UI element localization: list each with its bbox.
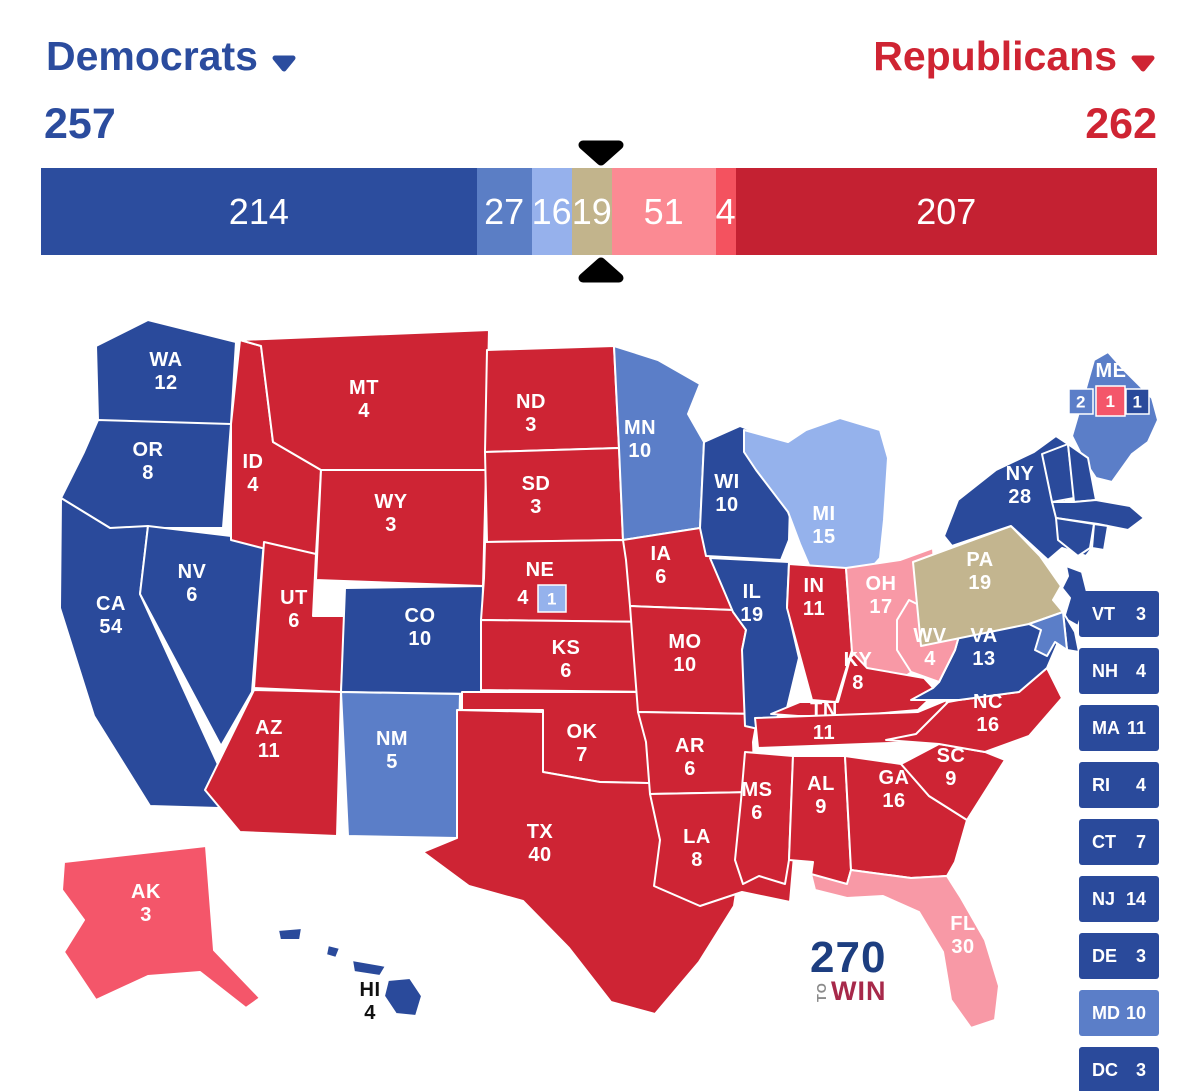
state-me[interactable] — [1071, 351, 1159, 483]
state-fl[interactable] — [810, 869, 1000, 1029]
state-az[interactable] — [204, 689, 342, 837]
side-box-votes: 4 — [1135, 660, 1146, 681]
democrats-label: Democrats — [46, 33, 258, 79]
side-box-votes: 7 — [1135, 831, 1146, 852]
side-box-votes: 10 — [1125, 1002, 1146, 1023]
state-ar[interactable] — [637, 711, 759, 795]
side-box-ct[interactable]: CT 7 — [1079, 819, 1159, 865]
side-box-votes: 3 — [1135, 1059, 1146, 1080]
side-box-vt[interactable]: VT 3 — [1079, 591, 1159, 637]
side-box-nj[interactable]: NJ 14 — [1079, 876, 1159, 922]
bar-segment-lean-rep: 51 — [611, 168, 716, 255]
side-box-votes: 3 — [1135, 945, 1146, 966]
state-wa[interactable] — [95, 319, 237, 437]
270towin-logo: 270 TO WIN — [810, 936, 920, 1005]
state-ct[interactable] — [1055, 517, 1095, 557]
side-box-abbr: NH — [1092, 660, 1118, 681]
logo-270-text: 270 — [810, 933, 887, 982]
state-md[interactable] — [1028, 611, 1068, 657]
state-hi-2[interactable] — [351, 959, 387, 977]
republicans-dropdown[interactable]: Republicans — [873, 30, 1157, 83]
bar-segment-lean-dem: 16 — [531, 168, 572, 255]
me-district-box-0[interactable] — [1068, 388, 1094, 415]
state-sd[interactable] — [484, 447, 624, 543]
side-box-nh[interactable]: NH 4 — [1079, 648, 1159, 694]
state-hi-0[interactable] — [277, 927, 303, 941]
state-mn[interactable] — [613, 345, 705, 541]
small-states-column: VT 3 NH 4 MA 11 RI 4 CT 7 NJ 14 DE 3 MD 10 DC 3 — [1079, 591, 1159, 1091]
me-district-box-2[interactable] — [1125, 388, 1150, 415]
bar-segment-likely-rep: 4 — [715, 168, 736, 255]
democrats-total: 257 — [44, 100, 116, 148]
state-wy[interactable] — [315, 469, 487, 587]
state-ks[interactable] — [480, 619, 658, 693]
side-box-votes: 11 — [1126, 717, 1146, 738]
state-ak[interactable] — [61, 845, 261, 1009]
side-box-abbr: VT — [1092, 603, 1116, 624]
side-box-votes: 14 — [1125, 888, 1146, 909]
side-box-votes: 3 — [1135, 603, 1146, 624]
side-box-abbr: DC — [1092, 1059, 1118, 1080]
bar-segment-tossup: 19 — [571, 168, 612, 255]
state-hi-1[interactable] — [325, 944, 341, 959]
state-in[interactable] — [786, 563, 853, 703]
state-hi-3[interactable] — [383, 977, 423, 1017]
side-box-dc[interactable]: DC 3 — [1079, 1047, 1159, 1091]
state-or[interactable] — [60, 419, 232, 529]
democrats-dropdown[interactable]: Democrats — [46, 30, 298, 83]
bar-segment-safe-rep: 207 — [735, 168, 1158, 255]
me-district-box-1[interactable] — [1095, 385, 1126, 417]
tick-270-top-icon — [578, 140, 624, 166]
chevron-down-icon — [1129, 36, 1157, 83]
state-ms[interactable] — [734, 751, 794, 885]
state-co[interactable] — [340, 585, 484, 695]
side-box-votes: 4 — [1135, 774, 1146, 795]
state-label-hi: HI — [360, 979, 381, 1001]
chevron-down-icon — [270, 36, 298, 83]
state-mi[interactable] — [743, 417, 889, 577]
side-box-ri[interactable]: RI 4 — [1079, 762, 1159, 808]
republicans-label: Republicans — [873, 33, 1117, 79]
state-ri[interactable] — [1091, 523, 1109, 551]
state-al[interactable] — [788, 755, 852, 885]
side-box-ma[interactable]: MA 11 — [1079, 705, 1159, 751]
tick-270-bottom-icon — [578, 257, 624, 283]
electoral-vote-bar: 214 27 16 19 51 4 207 — [41, 168, 1158, 255]
state-label-hi-votes: 4 — [364, 1002, 376, 1024]
logo-win-text: WIN — [831, 976, 887, 1006]
side-box-de[interactable]: DE 3 — [1079, 933, 1159, 979]
bar-segment-safe-dem: 214 — [41, 168, 477, 255]
side-box-abbr: RI — [1092, 774, 1110, 795]
ne2-district-box[interactable] — [537, 584, 567, 613]
bar-segment-likely-dem: 27 — [476, 168, 532, 255]
side-box-abbr: DE — [1092, 945, 1118, 966]
logo-to-text: TO — [814, 982, 829, 1002]
state-nm[interactable] — [340, 691, 461, 839]
side-box-md[interactable]: MD 10 — [1079, 990, 1159, 1036]
side-box-abbr: NJ — [1092, 888, 1116, 909]
side-box-abbr: CT — [1092, 831, 1116, 852]
state-nd[interactable] — [484, 345, 620, 453]
side-box-abbr: MD — [1092, 1002, 1120, 1023]
republicans-total: 262 — [1085, 100, 1157, 148]
side-box-abbr: MA — [1092, 717, 1120, 738]
